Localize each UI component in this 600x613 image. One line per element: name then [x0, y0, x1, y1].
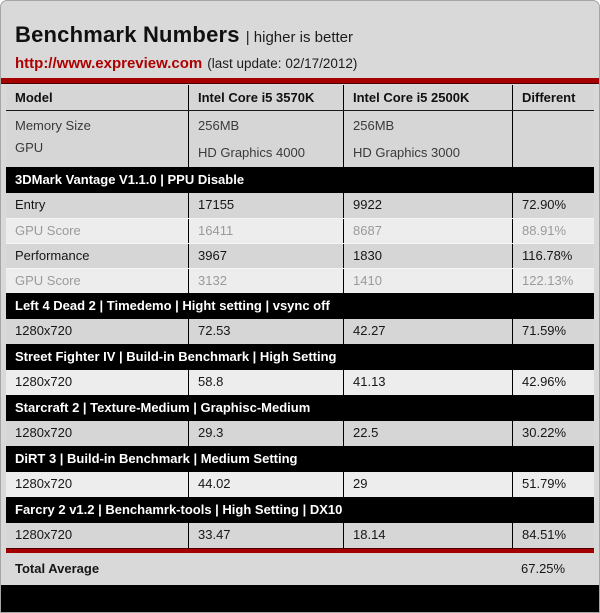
cell-cpu2: 42.27 — [343, 319, 512, 344]
cell-cpu1: 3132 — [188, 269, 343, 293]
benchmark-row: 1280x720 33.47 18.14 84.51% — [6, 523, 594, 548]
cell-cpu1: 72.53 — [188, 319, 343, 344]
cell-diff: 84.51% — [512, 523, 594, 548]
total-average-label: Total Average — [15, 561, 100, 576]
bottom-red-divider — [6, 548, 594, 553]
cell-cpu2: 1830 — [343, 244, 512, 268]
cell-label: 1280x720 — [15, 323, 73, 338]
top-red-divider — [1, 78, 599, 84]
cell-cpu2: 18.14 — [343, 523, 512, 548]
total-average-row: Total Average 67.25% — [6, 553, 594, 585]
cell-diff: 72.90% — [512, 193, 594, 218]
cell-label: 1280x720 — [15, 374, 73, 389]
cell-diff: 42.96% — [512, 370, 594, 395]
section-header: Street Fighter IV | Build-in Benchmark |… — [6, 344, 594, 370]
cell-cpu2: 9922 — [343, 193, 512, 218]
spec-values-cpu1: 256MB HD Graphics 4000 — [188, 111, 343, 167]
benchmark-row: 1280x720 29.3 22.5 30.22% — [6, 421, 594, 446]
cell-label: 1280x720 — [15, 527, 73, 542]
section-header: Starcraft 2 | Texture-Medium | Graphisc-… — [6, 395, 594, 421]
cell-cpu1: 33.47 — [188, 523, 343, 548]
cell-cpu2: 8687 — [343, 219, 512, 243]
cell-cpu1: 44.02 — [188, 472, 343, 497]
cell-cpu2: 41.13 — [343, 370, 512, 395]
cell-cpu2: 1410 — [343, 269, 512, 293]
cell-diff: 71.59% — [512, 319, 594, 344]
cell-cpu1: 58.8 — [188, 370, 343, 395]
cell-diff: 116.78% — [512, 244, 594, 268]
table-header-row: Model Intel Core i5 3570K Intel Core i5 … — [6, 85, 594, 111]
last-update-note: (last update: 02/17/2012) — [207, 56, 358, 71]
spec-label-memory: Memory Size — [15, 118, 91, 133]
section-header: Farcry 2 v1.2 | Benchamrk-tools | High S… — [6, 497, 594, 523]
benchmark-row: 1280x720 44.02 29 51.79% — [6, 472, 594, 497]
spec-label-gpu: GPU — [15, 140, 44, 155]
cell-label: GPU Score — [15, 223, 81, 238]
cell-cpu1: 29.3 — [188, 421, 343, 446]
cell-label: Performance — [15, 248, 90, 263]
cell-label: 1280x720 — [15, 476, 73, 491]
cell-label: Entry — [15, 197, 46, 212]
spec-values-cpu2: 256MB HD Graphics 3000 — [343, 111, 512, 167]
spec-memory-cpu2: 256MB — [353, 118, 395, 133]
column-header-cpu2: Intel Core i5 2500K — [343, 85, 512, 110]
site-link[interactable]: http://www.expreview.com — [15, 55, 203, 72]
benchmark-row: Entry 17155 9922 72.90% — [6, 193, 594, 218]
title-line: Benchmark Numbers | higher is better — [15, 22, 585, 48]
cell-cpu2: 22.5 — [343, 421, 512, 446]
spec-memory-cpu1: 256MB — [198, 118, 240, 133]
system-spec-row: Memory Size GPU 256MB HD Graphics 4000 2… — [6, 111, 594, 167]
cell-diff: 30.22% — [512, 421, 594, 446]
column-header-cpu1: Intel Core i5 3570K — [188, 85, 343, 110]
cell-cpu1: 16411 — [188, 219, 343, 243]
cell-cpu2: 29 — [343, 472, 512, 497]
column-header-different: Different — [512, 85, 594, 110]
page-subtitle: | higher is better — [245, 29, 353, 46]
spec-labels: Memory Size GPU — [6, 111, 188, 167]
page-title: Benchmark Numbers — [15, 22, 240, 47]
benchmark-row: GPU Score 3132 1410 122.13% — [6, 268, 594, 293]
benchmark-row: 1280x720 72.53 42.27 71.59% — [6, 319, 594, 344]
cell-cpu1: 3967 — [188, 244, 343, 268]
section-header: Left 4 Dead 2 | Timedemo | Hight setting… — [6, 293, 594, 319]
benchmark-row: Performance 3967 1830 116.78% — [6, 243, 594, 268]
section-header: 3DMark Vantage V1.1.0 | PPU Disable — [6, 167, 594, 193]
section-header: DiRT 3 | Build-in Benchmark | Medium Set… — [6, 446, 594, 472]
column-header-model: Model — [15, 90, 53, 105]
spec-gpu-cpu1: HD Graphics 4000 — [198, 145, 305, 160]
spec-gpu-cpu2: HD Graphics 3000 — [353, 145, 460, 160]
total-average-value: 67.25% — [521, 561, 566, 576]
benchmark-table: Model Intel Core i5 3570K Intel Core i5 … — [6, 85, 594, 585]
benchmark-row: 1280x720 58.8 41.13 42.96% — [6, 370, 594, 395]
cell-diff: 51.79% — [512, 472, 594, 497]
benchmark-row: GPU Score 16411 8687 88.91% — [6, 218, 594, 243]
page-header: Benchmark Numbers | higher is better http… — [1, 1, 599, 73]
cell-label: GPU Score — [15, 273, 81, 288]
footer-black-bar — [1, 585, 599, 612]
cell-diff: 88.91% — [512, 219, 594, 243]
cell-diff: 122.13% — [512, 269, 594, 293]
benchmark-sections: 3DMark Vantage V1.1.0 | PPU Disable Entry… — [6, 167, 594, 548]
cell-cpu1: 17155 — [188, 193, 343, 218]
spec-diff-empty — [512, 111, 594, 167]
cell-label: 1280x720 — [15, 425, 73, 440]
source-line: http://www.expreview.com (last update: 02… — [15, 55, 585, 73]
